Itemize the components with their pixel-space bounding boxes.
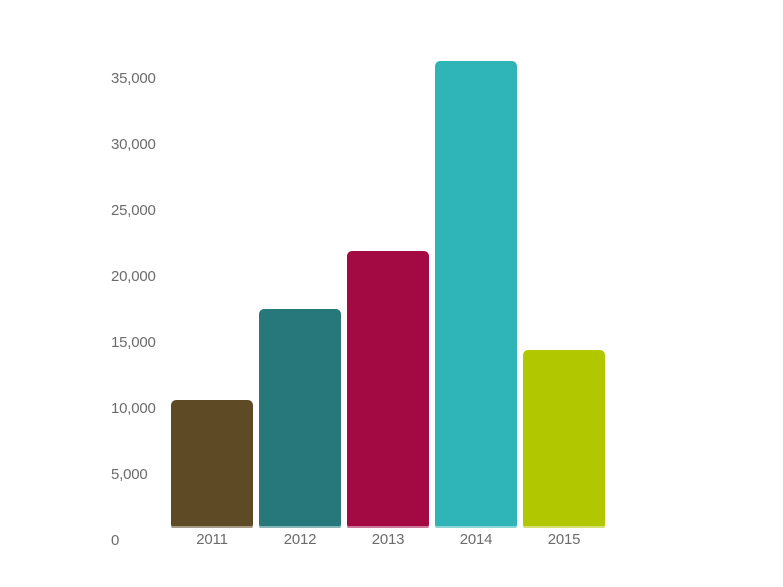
y-axis-tick-label: 30,000	[111, 136, 156, 153]
bar-2011	[171, 399, 253, 528]
x-axis-tick-label: 2011	[196, 531, 228, 548]
y-axis-tick-label: 10,000	[111, 400, 156, 417]
y-axis-tick-label: 25,000	[111, 202, 156, 219]
y-axis-tick-label: 15,000	[111, 334, 156, 351]
bar-2014	[435, 60, 517, 528]
x-axis-tick-label: 2013	[371, 531, 405, 548]
x-axis-tick-label: 2015	[547, 531, 581, 548]
y-axis-tick-label: 35,000	[111, 70, 156, 87]
x-axis-tick-label: 2014	[459, 531, 493, 548]
bar-2012	[259, 308, 341, 528]
y-axis-tick-label: 20,000	[111, 268, 156, 285]
bar-2015	[523, 349, 605, 528]
y-axis-tick-label: 0	[111, 532, 120, 549]
y-axis-tick-label: 5,000	[111, 466, 148, 483]
x-axis-tick-label: 2012	[283, 531, 317, 548]
bar-2013	[347, 250, 429, 528]
